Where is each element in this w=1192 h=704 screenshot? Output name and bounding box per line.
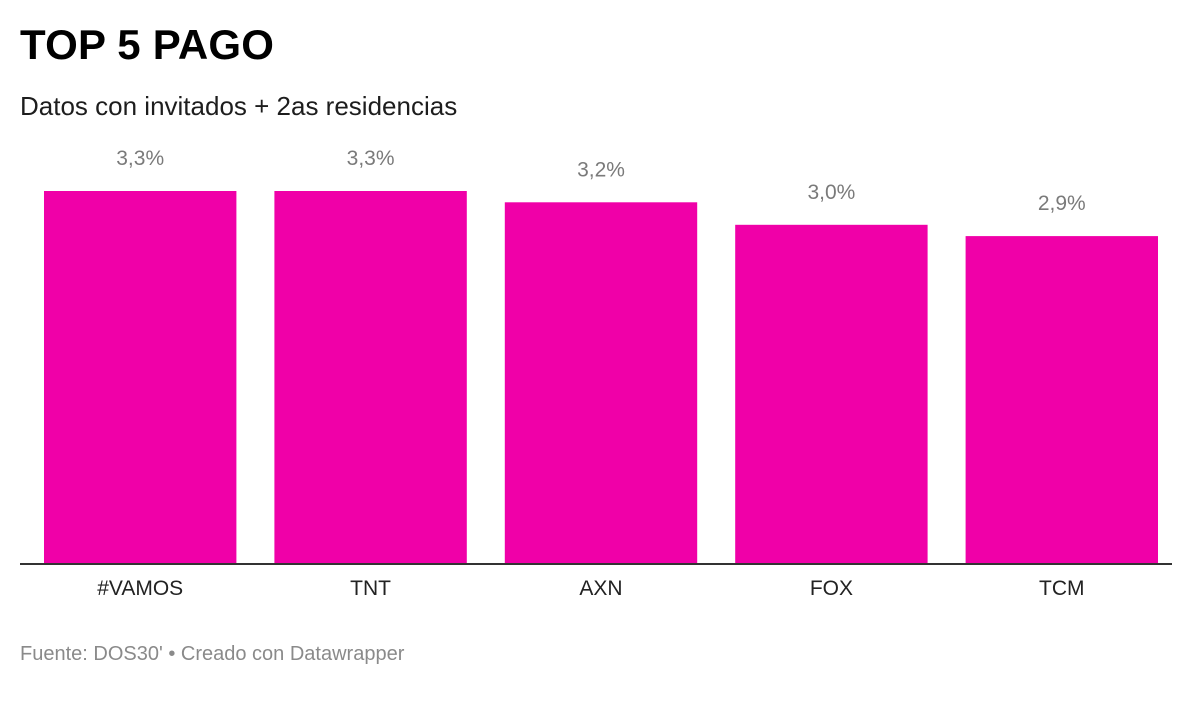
category-labels-group: #VAMOS TNT AXN FOX TCM (97, 577, 1084, 600)
value-label-2: 3,2% (577, 158, 625, 181)
category-label-1: TNT (350, 577, 391, 600)
bar-3 (735, 224, 928, 564)
category-label-4: TCM (1039, 577, 1085, 600)
value-label-4: 2,9% (1038, 192, 1086, 215)
value-label-0: 3,3% (116, 147, 164, 170)
value-label-1: 3,3% (347, 147, 395, 170)
bar-2 (504, 202, 698, 564)
bars-group (44, 191, 1158, 564)
source-footer: Fuente: DOS30' • Creado con Datawrapper (20, 643, 405, 665)
bar-1 (274, 191, 467, 563)
category-label-2: AXN (579, 577, 622, 600)
chart-title: TOP 5 PAGO (20, 21, 275, 68)
category-label-0: #VAMOS (97, 577, 183, 600)
category-label-3: FOX (810, 577, 853, 600)
bar-4 (965, 236, 1158, 563)
chart-subtitle: Datos con invitados + 2as residencias (20, 91, 458, 121)
value-labels-group: 3,3% 3,3% 3,2% 3,0% 2,9% (116, 147, 1085, 215)
value-label-3: 3,0% (807, 181, 855, 204)
bar-0 (44, 191, 237, 563)
